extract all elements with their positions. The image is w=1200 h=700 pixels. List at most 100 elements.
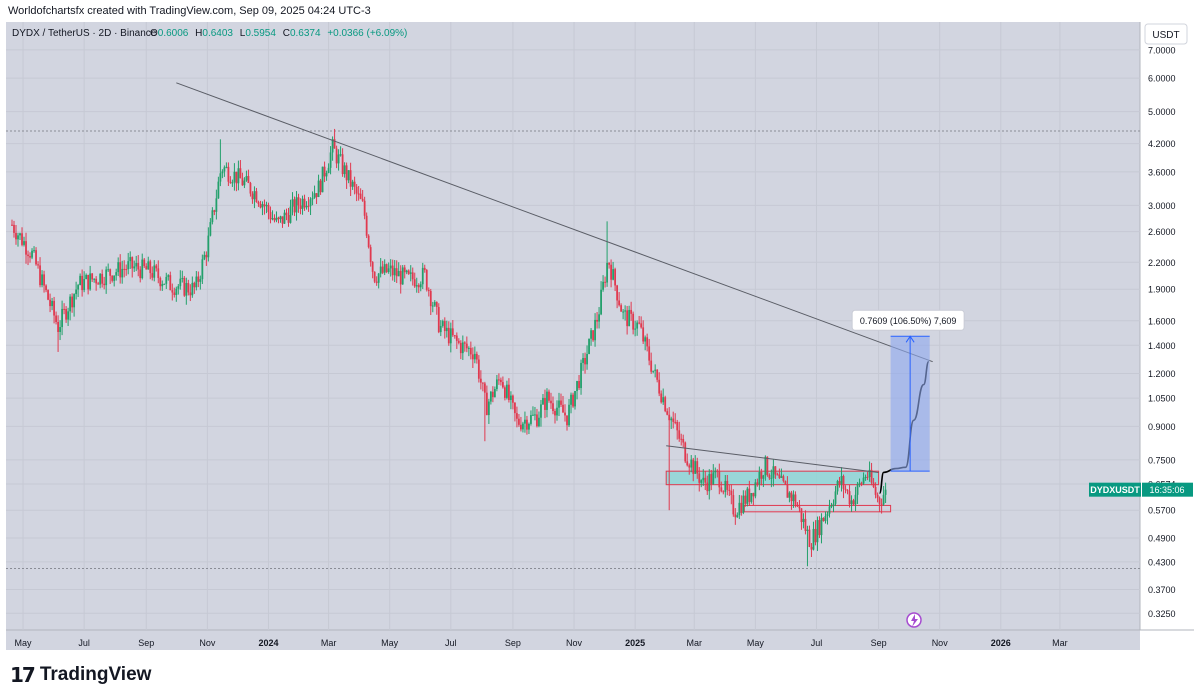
candle-body (582, 357, 584, 363)
candle-body (143, 259, 146, 267)
candle-body (578, 381, 580, 389)
candle-body (620, 305, 623, 312)
candle-body (666, 411, 669, 415)
candle-body (345, 165, 348, 181)
candle-body (147, 261, 150, 270)
footer: 17 TradingView (0, 655, 1200, 700)
candle-body (341, 154, 344, 175)
attribution-text: Worldofchartsfx created with TradingView… (8, 5, 371, 17)
candle-body (111, 275, 114, 281)
candle-body (289, 206, 292, 223)
price-tag: DYDXUSDT 16:35:06 (1089, 482, 1193, 497)
candle-body (536, 414, 538, 427)
candle-body (550, 400, 552, 404)
candle-body (413, 279, 416, 287)
measure-tool[interactable]: 0.7609 (106.50%) 7,609 (851, 309, 965, 472)
lightning-icon[interactable] (906, 612, 922, 628)
candle-body (516, 413, 518, 419)
time-tick-label: 2025 (625, 638, 645, 648)
candle-body (197, 276, 200, 282)
price-tick-label: 3.0000 (1148, 201, 1176, 211)
candle-body (524, 419, 526, 424)
candle-body (866, 476, 869, 478)
candle-body (856, 483, 859, 495)
candle-body (501, 382, 504, 388)
candle-body (23, 241, 25, 245)
candle-body (610, 264, 612, 280)
price-tick-label: 1.2000 (1148, 369, 1176, 379)
currency-button[interactable]: USDT (1144, 23, 1188, 45)
candle-body (878, 497, 881, 504)
candle-body (85, 274, 88, 280)
candle-body (73, 294, 76, 308)
candle-body (49, 299, 51, 307)
candle-body (31, 250, 33, 258)
candle-body (29, 256, 31, 258)
candle-body (253, 191, 256, 200)
candle-body (465, 343, 468, 349)
candle-body (175, 288, 178, 295)
candle-body (534, 414, 536, 416)
support-zone (743, 504, 892, 513)
candle-body (229, 181, 232, 183)
candle-body (395, 268, 398, 277)
candle-body (457, 340, 460, 343)
candle-body (259, 203, 262, 208)
candle-body (481, 382, 484, 384)
candle-body (596, 319, 598, 322)
candle-body (55, 315, 57, 323)
candle-body (83, 279, 86, 291)
candle-body (21, 233, 23, 245)
candle-body (742, 495, 745, 513)
candle-body (343, 165, 346, 175)
price-tick-label: 1.0500 (1148, 394, 1176, 404)
candle-body (714, 470, 717, 473)
candle-body (852, 500, 855, 505)
tradingview-logo[interactable]: 17 TradingView (10, 663, 151, 687)
time-axis[interactable]: May Jul Sep Nov 2024 Mar May Jul Sep Nov 2025 Mar Ma… (15, 638, 1068, 648)
candle-body (730, 490, 733, 496)
candle-body (277, 217, 280, 220)
candle-body (405, 270, 408, 273)
candle-body (135, 262, 138, 267)
candle-body (219, 173, 222, 182)
time-tick-label: Jul (78, 638, 90, 648)
candle-body (668, 414, 671, 421)
candle-body (674, 421, 677, 423)
candle-body (81, 275, 84, 291)
candle-body (491, 391, 494, 398)
candle-body (167, 275, 170, 277)
candle-body (638, 322, 641, 324)
candle-body (776, 474, 779, 476)
candle-body (798, 506, 801, 509)
price-tick-label: 4.2000 (1148, 139, 1176, 149)
candle-body (740, 502, 743, 513)
candle-body (818, 520, 821, 536)
price-chart[interactable]: 0.7609 (106.50%) 7,609 7.0000 6.0000 5.000… (0, 22, 1200, 655)
candle-body (421, 267, 424, 285)
candle-body (628, 309, 631, 327)
candle-body (93, 278, 96, 280)
candle-body (720, 487, 723, 492)
legend-low-value: 0.5954 (245, 28, 276, 39)
candle-body (732, 495, 735, 515)
candle-body (772, 466, 775, 478)
candle-body (225, 166, 228, 168)
candle-body (393, 268, 396, 276)
candle-body (235, 171, 238, 184)
candle-body (724, 480, 727, 492)
time-tick-label: Jul (811, 638, 823, 648)
candle-body (77, 285, 80, 290)
candle-body (836, 481, 839, 492)
plot-background (6, 22, 1140, 650)
candle-body (487, 401, 490, 416)
candle-body (239, 168, 242, 179)
candle-body (650, 360, 653, 372)
candle-body (109, 269, 112, 276)
candle-body (672, 418, 675, 422)
candle-body (261, 204, 264, 208)
candle-body (670, 418, 673, 421)
candle-body (576, 381, 578, 392)
candle-body (173, 292, 176, 295)
candle-body (299, 205, 302, 209)
